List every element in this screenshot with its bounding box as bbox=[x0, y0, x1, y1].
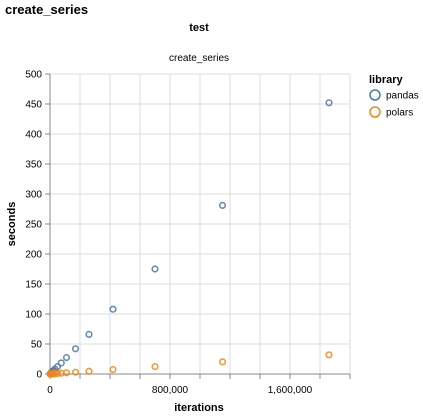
y-axis-title: seconds bbox=[6, 202, 18, 247]
data-point-pandas bbox=[218, 201, 227, 209]
x-tick-label: 800,000 bbox=[152, 385, 189, 396]
data-point-polars bbox=[151, 362, 159, 371]
y-tick-label: 50 bbox=[31, 340, 43, 351]
data-point-polars bbox=[71, 368, 80, 376]
y-tick-label: 300 bbox=[25, 190, 42, 201]
x-tick-label: 0 bbox=[47, 385, 53, 396]
data-point-pandas bbox=[85, 330, 93, 339]
grid-lines bbox=[49, 73, 351, 375]
data-points bbox=[46, 99, 333, 378]
axes: 0 800,000 1,600,000 0 50 100 150 200 250 300 350 40… bbox=[25, 70, 351, 396]
chart-subtitle: create_series bbox=[169, 53, 229, 64]
data-point-pandas bbox=[57, 359, 65, 367]
data-point-pandas bbox=[53, 363, 62, 371]
data-point-polars bbox=[62, 369, 71, 377]
legend-symbol-pandas bbox=[369, 89, 381, 101]
legend-label-polars: polars bbox=[386, 108, 413, 119]
y-tick-label: 500 bbox=[25, 70, 42, 81]
y-tick-label: 450 bbox=[25, 100, 42, 111]
data-point-polars bbox=[85, 367, 93, 375]
data-point-pandas bbox=[109, 305, 117, 313]
data-point-polars bbox=[53, 369, 62, 378]
legend: library pandas polars bbox=[369, 74, 419, 119]
y-tick-label: 200 bbox=[25, 250, 42, 261]
y-tick-label: 0 bbox=[36, 370, 42, 381]
legend-label-pandas: pandas bbox=[386, 91, 419, 102]
data-point-polars bbox=[218, 358, 227, 366]
legend-title: library bbox=[369, 74, 404, 86]
y-tick-label: 350 bbox=[25, 160, 42, 171]
data-point-pandas bbox=[151, 265, 159, 273]
data-point-pandas bbox=[325, 99, 333, 107]
chart-title: test bbox=[189, 22, 209, 34]
page-title: create_series bbox=[5, 2, 89, 17]
y-tick-label: 400 bbox=[25, 130, 42, 141]
legend-symbol-polars bbox=[369, 106, 381, 118]
y-tick-label: 250 bbox=[25, 220, 42, 231]
x-tick-label: 1,600,000 bbox=[268, 385, 313, 396]
y-tick-label: 150 bbox=[25, 280, 42, 291]
y-tick-label: 100 bbox=[25, 310, 42, 321]
x-axis-title: iterations bbox=[174, 402, 224, 414]
data-point-polars bbox=[325, 351, 333, 359]
data-point-pandas bbox=[71, 345, 80, 353]
data-point-pandas bbox=[62, 353, 71, 362]
data-point-polars bbox=[109, 365, 117, 374]
